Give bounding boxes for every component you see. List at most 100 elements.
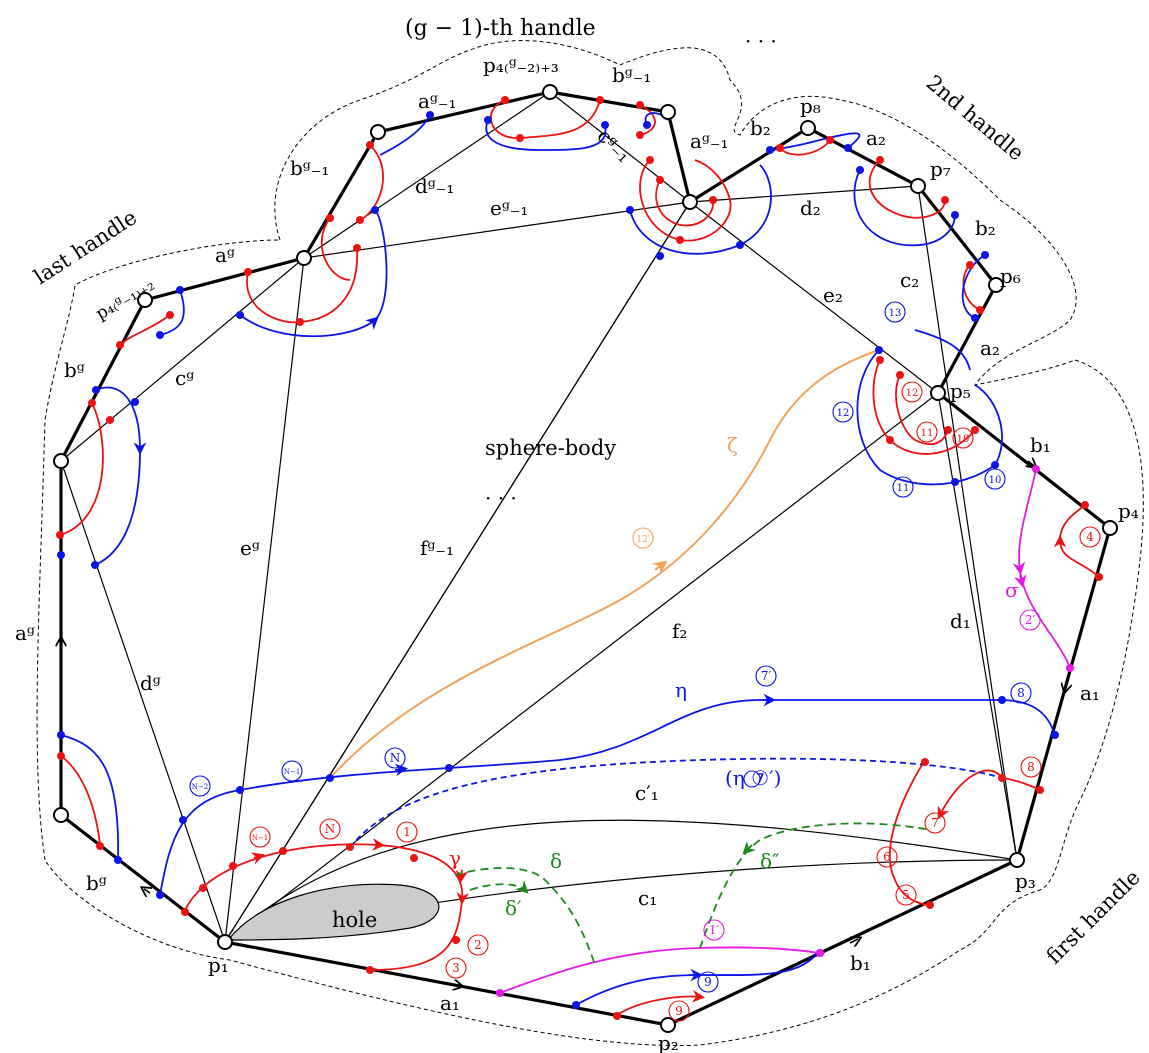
svg-text:δ″: δ″: [760, 849, 780, 873]
edge-dg-p4g1: [144, 256, 305, 302]
label-last-handle: last handle: [30, 205, 141, 289]
handle-outlines: [36, 40, 1144, 1046]
svg-text:2: 2: [474, 938, 482, 952]
svg-text:σ: σ: [1005, 578, 1019, 602]
boundary-edges: [59, 90, 1112, 1027]
svg-text:aᵍ₋₁: aᵍ₋₁: [418, 89, 457, 113]
edge-p4g1-left: [59, 299, 147, 462]
arrow-b1-bottom: [850, 939, 858, 943]
svg-text:7: 7: [931, 816, 939, 830]
svg-text:1: 1: [403, 825, 411, 839]
svg-text:bᵍ₋₁: bᵍ₋₁: [612, 63, 651, 87]
svg-text:N−1: N−1: [284, 768, 300, 776]
svg-text:b₂: b₂: [750, 116, 771, 140]
svg-text:c₂: c₂: [900, 268, 919, 292]
label-p8: p₈: [800, 94, 821, 118]
boundary-arrows: [61, 461, 1067, 986]
svg-text:N: N: [390, 751, 401, 765]
eta-curve: [159, 699, 1056, 896]
svg-text:10: 10: [989, 475, 1002, 486]
svg-text:2′: 2′: [1025, 613, 1036, 627]
edge-p6-p7: [916, 185, 998, 286]
magenta-curves: [499, 468, 1071, 994]
svg-text:10: 10: [957, 434, 970, 445]
label-2nd-handle: 2nd handle: [922, 70, 1029, 165]
outline-last-handle: [36, 239, 281, 861]
magenta-dots: [496, 465, 1074, 997]
edge-pg-top: [549, 90, 669, 114]
outline-2nd-handle: [973, 199, 1077, 386]
vertex-p2: [660, 1017, 676, 1033]
delta-curve: [454, 867, 596, 966]
interior-edges: [60, 91, 1018, 943]
svg-text:c₁: c₁: [638, 886, 657, 910]
label-p5: p₅: [950, 379, 971, 403]
svg-text:9: 9: [704, 975, 712, 989]
vertex-p4g1-2: [137, 292, 153, 308]
svg-text:bᵍ₋₁: bᵍ₋₁: [290, 156, 329, 180]
svg-text:(η ⑦′): (η ⑦′): [725, 766, 781, 790]
svg-text:11: 11: [897, 483, 910, 494]
svg-text:5: 5: [902, 888, 910, 902]
vertex-p5: [930, 385, 946, 401]
svg-text:b₁: b₁: [1030, 433, 1051, 457]
label-g1-handle: (g − 1)-th handle: [405, 16, 596, 41]
arrow-a1-right: [1065, 681, 1067, 690]
vertex-p4: [1102, 520, 1118, 536]
vertex-p4g2-3: [542, 84, 558, 100]
edge-c-pg: [666, 111, 692, 203]
label-hole: hole: [332, 908, 377, 932]
label-first-handle: first handle: [1042, 865, 1145, 968]
circle-markers: [189, 301, 1101, 1022]
svg-text:η: η: [675, 678, 687, 702]
svg-text:b₁: b₁: [850, 951, 871, 975]
svg-text:a₁: a₁: [440, 991, 460, 1015]
label-p2: p₂: [658, 1031, 679, 1053]
svg-text:11: 11: [921, 428, 934, 439]
vertices: [53, 84, 1118, 1033]
edge-p8-c: [689, 126, 809, 204]
svg-text:d₁: d₁: [950, 609, 971, 633]
svg-text:ζ: ζ: [727, 433, 738, 457]
one-prime-curve: [499, 946, 821, 994]
svg-text:a₂: a₂: [980, 336, 1000, 360]
svg-text:a₁: a₁: [1080, 681, 1100, 705]
svg-text:aᵍ₋₁: aᵍ₋₁: [690, 129, 729, 153]
label-p1: p₁: [208, 953, 229, 977]
svg-text:3: 3: [452, 961, 460, 975]
svg-text:d₂: d₂: [800, 196, 821, 220]
edge-bg: [60, 813, 226, 944]
label-p4g2: p₄₍ᵍ₋₂₎₊₃: [483, 53, 559, 77]
edge-p7-p8: [807, 126, 919, 188]
red-dots: [56, 96, 1103, 1020]
delta-pp-curve: [699, 822, 931, 949]
outline-first-handle: [44, 359, 1144, 1046]
svg-text:8: 8: [1017, 686, 1025, 700]
svg-text:12: 12: [906, 388, 919, 399]
svg-text:N: N: [325, 822, 336, 836]
vertex-p7: [910, 178, 926, 194]
svg-text:N−2: N−2: [192, 783, 208, 791]
svg-text:bᵍ: bᵍ: [86, 871, 107, 895]
svg-text:dᵍ: dᵍ: [140, 671, 161, 695]
svg-text:δ: δ: [550, 849, 562, 873]
svg-text:12′: 12′: [636, 535, 650, 545]
edge-a1-boundary: [224, 940, 669, 1027]
svg-text:7′: 7′: [761, 669, 772, 683]
vertex-p1: [217, 934, 233, 950]
svg-text:δ′: δ′: [505, 896, 522, 920]
svg-text:6: 6: [883, 850, 891, 864]
label-p3: p₃: [1015, 869, 1036, 893]
label-p7: p₇: [930, 157, 951, 181]
svg-text:f₂: f₂: [672, 619, 687, 643]
edge-c1p: [224, 819, 1018, 943]
vertex-p8: [800, 120, 816, 136]
svg-text:fᵍ₋₁: fᵍ₋₁: [420, 536, 454, 560]
edge-b1-boundary: [667, 858, 1018, 1027]
zeta-curve-group: [329, 349, 880, 779]
labels: first handle 2nd handle (g − 1)-th handl…: [15, 16, 1145, 1053]
label-body-ellipsis: · · ·: [485, 486, 517, 510]
gamma-curve: [184, 838, 470, 971]
